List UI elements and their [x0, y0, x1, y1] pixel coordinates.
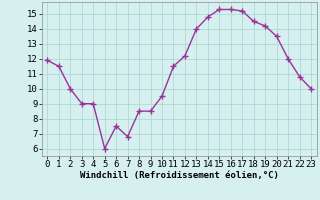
X-axis label: Windchill (Refroidissement éolien,°C): Windchill (Refroidissement éolien,°C): [80, 171, 279, 180]
